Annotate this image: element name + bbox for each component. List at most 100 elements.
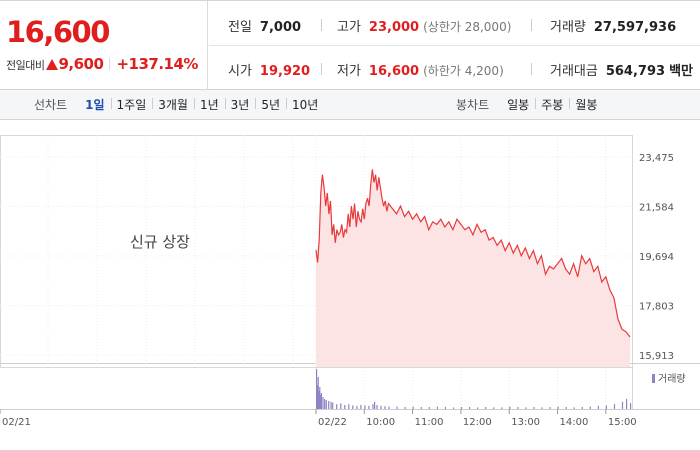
tab-10year[interactable]: 10년 — [286, 96, 324, 113]
cell-divider — [321, 19, 322, 31]
volume-bar — [412, 406, 414, 409]
x-tick-label: 14:00 — [560, 417, 589, 428]
change-label: 전일대비 — [6, 59, 45, 72]
volume-label: 거래량 — [550, 20, 586, 35]
amount-value: 564,793 — [605, 64, 666, 79]
amount-unit: 백만 — [669, 64, 693, 79]
volume-bar — [477, 407, 479, 409]
prev-close-cell: 전일 7,000 — [228, 16, 301, 35]
tab-5year[interactable]: 5년 — [255, 96, 286, 113]
cell-divider — [321, 63, 322, 75]
low-label: 저가 — [337, 64, 361, 79]
volume-bar — [318, 391, 320, 409]
volume-bar — [509, 406, 511, 409]
y-tick-label: 15,913 — [639, 351, 674, 362]
price-area — [316, 169, 630, 367]
line-chart-label: 선차트 — [34, 98, 68, 112]
x-tick-label: 15:00 — [608, 417, 637, 428]
volume-bar — [328, 401, 330, 409]
high-label: 고가 — [337, 20, 361, 35]
change-rate: +137.14% — [116, 55, 198, 73]
tab-daily-candle[interactable]: 일봉 — [507, 98, 530, 112]
volume-bar — [597, 405, 599, 409]
volume-bars — [316, 369, 632, 409]
volume-value: 27,597,936 — [593, 20, 677, 35]
x-tick-label: 12:00 — [463, 417, 492, 428]
x-tick-label: 02/22 — [318, 417, 347, 428]
volume-bar — [368, 405, 370, 409]
quote-row-divider — [209, 45, 700, 46]
volume-bar — [630, 403, 632, 409]
volume-bar — [320, 393, 322, 409]
volume-bar — [565, 407, 567, 409]
cell-divider — [531, 63, 532, 75]
tab-1day[interactable]: 1일 — [85, 98, 105, 112]
volume-bar — [320, 395, 322, 409]
volume-bar — [384, 406, 386, 409]
volume-bar — [360, 405, 362, 409]
price-line — [315, 169, 631, 338]
volume-bar — [493, 407, 495, 409]
volume-bar — [388, 406, 390, 409]
change-divider — [109, 58, 111, 70]
volume-bar — [344, 405, 346, 409]
y-tick-label: 17,803 — [639, 302, 674, 313]
up-arrow-icon — [46, 59, 59, 70]
volume-bar — [428, 407, 430, 409]
line-chart-tabs: 선차트 1일 1주일 3개월 1년 3년 5년 10년 — [34, 90, 324, 119]
volume-bar — [348, 404, 350, 409]
candle-chart-label: 봉차트 — [456, 98, 490, 112]
volume-bar — [356, 405, 358, 409]
volume-bar — [332, 402, 334, 409]
x-tick-label: 02/21 — [2, 417, 31, 428]
volume-bar — [364, 405, 366, 409]
tab-3month[interactable]: 3개월 — [152, 96, 194, 113]
x-tick-label: 13:00 — [511, 417, 540, 428]
change-row: 전일대비 9,600 +137.14% — [6, 54, 198, 73]
prev-close-label: 전일 — [228, 20, 252, 35]
volume-bar — [621, 401, 624, 409]
volume-bar — [626, 399, 628, 409]
open-cell: 시가 19,920 — [228, 60, 310, 79]
volume-bar — [444, 407, 446, 409]
volume-bar — [605, 405, 607, 409]
volume-bar — [325, 400, 327, 409]
price-box: 16,600 전일대비 9,600 +137.14% — [0, 1, 208, 90]
x-tick-label: 11:00 — [415, 417, 444, 428]
low-value: 16,600 — [368, 64, 420, 79]
volume-bar — [469, 407, 471, 409]
volume-bar — [319, 387, 321, 409]
upper-limit: (상한가 28,000) — [423, 20, 512, 34]
volume-bar — [316, 369, 318, 409]
volume-bar — [549, 407, 551, 409]
volume-bar — [352, 405, 354, 409]
x-tick-label: 10:00 — [366, 417, 395, 428]
volume-bar — [452, 407, 455, 409]
amount-label: 거래대금 — [550, 64, 598, 79]
volume-bar — [501, 407, 503, 409]
tab-1year[interactable]: 1년 — [193, 96, 225, 113]
volume-bar — [613, 404, 616, 409]
volume-legend-label: 거래량 — [658, 373, 686, 385]
high-cell: 고가 23,000 (상한가 28,000) — [337, 16, 511, 35]
tab-weekly-candle[interactable]: 주봉 — [535, 96, 569, 113]
chart-period-bar: 선차트 1일 1주일 3개월 1년 3년 5년 10년 봉차트 일봉 주봉 월봉 — [0, 90, 700, 120]
volume-bar — [533, 407, 535, 409]
volume-bar — [420, 407, 422, 409]
high-value: 23,000 — [368, 20, 420, 35]
volume-bar — [340, 403, 342, 409]
tab-3year[interactable]: 3년 — [224, 96, 256, 113]
volume-bar — [485, 407, 487, 409]
tab-monthly-candle[interactable]: 월봉 — [569, 96, 603, 113]
volume-bar — [541, 407, 543, 409]
lower-limit: (하한가 4,200) — [423, 64, 504, 78]
tab-1week[interactable]: 1주일 — [110, 96, 153, 113]
change-value: 9,600 — [58, 55, 104, 73]
y-tick-label: 19,694 — [639, 252, 674, 263]
cell-divider — [531, 19, 532, 31]
volume-bar — [317, 377, 319, 409]
volume-bar — [330, 401, 332, 409]
volume-bar — [573, 407, 575, 409]
volume-bar — [376, 405, 378, 409]
